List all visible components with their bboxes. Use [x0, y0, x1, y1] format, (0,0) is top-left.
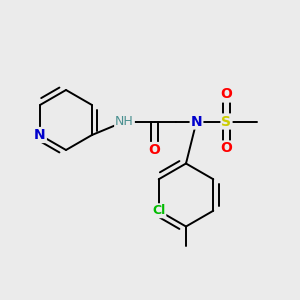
Text: NH: NH — [115, 115, 134, 128]
Text: O: O — [220, 142, 232, 155]
Text: O: O — [148, 143, 160, 157]
Text: S: S — [221, 115, 232, 128]
Text: Cl: Cl — [152, 204, 165, 217]
Text: N: N — [191, 115, 202, 128]
Text: O: O — [220, 88, 232, 101]
Text: N: N — [34, 128, 46, 142]
